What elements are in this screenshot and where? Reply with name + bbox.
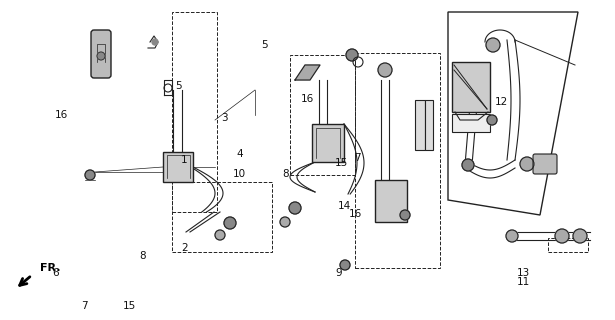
Circle shape [573, 229, 587, 243]
Circle shape [487, 115, 497, 125]
Text: 13: 13 [517, 268, 530, 278]
Circle shape [506, 230, 518, 242]
Bar [172, 182, 272, 252]
Circle shape [152, 39, 158, 45]
FancyBboxPatch shape [533, 154, 557, 174]
Text: 14: 14 [338, 201, 351, 212]
Text: 5: 5 [175, 81, 181, 92]
Circle shape [215, 230, 225, 240]
Text: FR.: FR. [40, 263, 60, 273]
Bar [452, 62, 490, 112]
Circle shape [346, 49, 358, 61]
Bar [375, 180, 407, 222]
Circle shape [486, 38, 500, 52]
Circle shape [289, 202, 301, 214]
Text: 2: 2 [181, 243, 188, 253]
Circle shape [378, 63, 392, 77]
Text: 16: 16 [349, 209, 362, 220]
Polygon shape [295, 65, 320, 80]
Text: 15: 15 [122, 300, 136, 311]
FancyBboxPatch shape [91, 30, 111, 78]
Bar [452, 114, 490, 132]
Text: 6: 6 [52, 268, 58, 278]
Circle shape [224, 217, 236, 229]
Text: 8: 8 [140, 251, 146, 261]
Bar [425, 100, 433, 150]
Text: 7: 7 [82, 300, 88, 311]
Text: 10: 10 [233, 169, 247, 180]
Text: 11: 11 [517, 277, 530, 287]
Circle shape [462, 159, 474, 171]
Bar [548, 238, 588, 252]
Text: 5: 5 [261, 40, 268, 50]
Text: 12: 12 [494, 97, 508, 108]
Bar [415, 100, 425, 150]
Text: 16: 16 [301, 94, 314, 104]
Text: 4: 4 [237, 148, 243, 159]
Text: 9: 9 [335, 268, 341, 278]
Circle shape [555, 229, 569, 243]
Text: 8: 8 [283, 169, 289, 180]
Bar [312, 124, 344, 162]
Bar [355, 53, 440, 268]
Circle shape [97, 52, 105, 60]
Text: 16: 16 [55, 110, 68, 120]
Circle shape [520, 157, 534, 171]
Text: 1: 1 [181, 155, 188, 165]
Circle shape [400, 210, 410, 220]
Bar [290, 55, 355, 175]
Circle shape [280, 217, 290, 227]
Bar [172, 12, 217, 212]
Text: 7: 7 [354, 153, 360, 164]
Text: 3: 3 [221, 113, 228, 124]
Text: 15: 15 [335, 158, 349, 168]
Circle shape [340, 260, 350, 270]
Circle shape [85, 170, 95, 180]
Bar [163, 152, 193, 182]
